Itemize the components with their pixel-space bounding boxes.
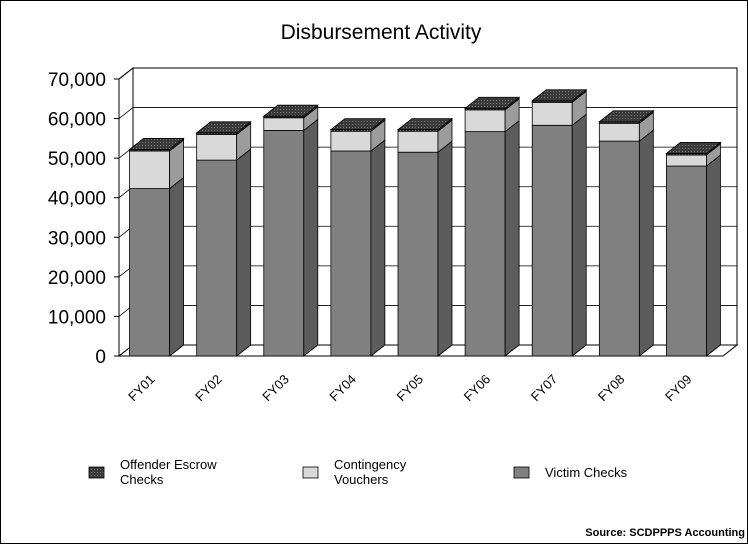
y-tick-label: 20,000	[48, 268, 106, 289]
x-tick-label: FY05	[394, 372, 427, 405]
x-tick-label: FY08	[595, 372, 628, 405]
x-axis: FY01 FY02 FY03 FY04 FY05 FY06 FY07 FY08 FY09	[125, 372, 694, 405]
bar-top	[665, 141, 722, 154]
x-tick-label: FY04	[326, 372, 359, 405]
bar-segment-contingency-vouchers	[129, 150, 170, 190]
source-note: Source: SCDPPPS Accounting	[585, 527, 745, 539]
bar-top	[262, 104, 319, 117]
bar-fy08	[598, 109, 655, 357]
x-tick-label: FY03	[259, 372, 292, 405]
bar-segment-contingency-vouchers	[464, 109, 506, 133]
bar-segment-contingency-vouchers	[263, 117, 305, 131]
bar-top	[396, 118, 454, 131]
bar-side-victim-checks	[437, 140, 453, 357]
chart-bars	[128, 88, 722, 357]
legend-swatch	[88, 466, 105, 479]
bar-side-victim-checks	[504, 119, 520, 357]
x-tick-label: FY02	[192, 372, 225, 405]
x-tick-label: FY07	[528, 372, 561, 405]
bar-top	[531, 89, 588, 102]
bar-segment-victim-checks	[598, 140, 640, 357]
bar-fy05	[396, 117, 454, 357]
bar-segment-contingency-vouchers	[397, 130, 439, 153]
bar-fy06	[463, 96, 521, 357]
bar-segment-victim-checks	[397, 151, 439, 357]
bar-segment-contingency-vouchers	[330, 130, 372, 152]
chart-legend: Offender Escrow Checks Contingency Vouchers…	[88, 457, 628, 487]
gridline-side	[118, 67, 134, 80]
bar-segment-contingency-vouchers	[196, 133, 238, 161]
y-axis: 0 10,000 20,000 30,000 40,000 50,000 60,000 70,…	[48, 70, 120, 368]
bar-side-victim-checks	[303, 118, 319, 357]
chart-title: Disbursement Activity	[281, 21, 482, 44]
bar-side-victim-checks	[706, 154, 721, 357]
bar-segment-victim-checks	[129, 188, 170, 357]
bar-top	[329, 118, 387, 131]
legend-swatch	[513, 466, 530, 479]
y-tick-label: 40,000	[48, 189, 106, 210]
bar-side-victim-checks	[571, 113, 587, 357]
bar-top	[598, 110, 655, 123]
legend-label: Victim Checks	[545, 465, 628, 480]
bar-side-victim-checks	[169, 176, 184, 357]
bar-top	[463, 96, 521, 109]
bar-segment-victim-checks	[666, 165, 707, 357]
y-tick-label: 0	[95, 347, 106, 368]
bar-fy04	[329, 117, 387, 357]
y-tick-label: 50,000	[48, 149, 106, 170]
legend-label: Contingency Vouchers	[334, 457, 407, 487]
bar-fy03	[262, 104, 319, 357]
bar-segment-contingency-vouchers	[666, 154, 707, 167]
legend-label: Offender Escrow Checks	[120, 457, 217, 487]
legend-swatch	[302, 466, 319, 479]
bar-side-victim-checks	[236, 148, 252, 357]
bar-top	[195, 121, 252, 134]
y-tick-label: 70,000	[48, 70, 106, 91]
bar-fy09	[665, 141, 722, 357]
x-tick-label: FY06	[461, 372, 494, 405]
x-tick-label: FY01	[125, 372, 158, 405]
bar-side-victim-checks	[370, 139, 386, 357]
bar-top	[128, 138, 185, 150]
legend-item-offender-escrow-checks: Offender Escrow Checks	[88, 457, 217, 487]
bar-fy01	[128, 137, 185, 357]
bar-fy02	[195, 120, 252, 357]
y-tick-label: 30,000	[48, 228, 106, 249]
bar-segment-victim-checks	[464, 131, 506, 357]
legend-item-victim-checks: Victim Checks	[513, 465, 628, 480]
bar-segment-contingency-vouchers	[598, 122, 640, 142]
x-tick-label: FY09	[662, 372, 695, 405]
bar-segment-victim-checks	[330, 150, 372, 357]
bar-side-victim-checks	[638, 129, 654, 357]
bar-segment-victim-checks	[263, 130, 305, 357]
bar-segment-victim-checks	[196, 159, 238, 357]
y-tick-label: 60,000	[48, 110, 106, 131]
bar-segment-victim-checks	[531, 124, 573, 357]
legend-item-contingency-vouchers: Contingency Vouchers	[302, 457, 407, 487]
bar-fy07	[531, 88, 588, 357]
bar-segment-contingency-vouchers	[531, 101, 573, 126]
y-tick-label: 10,000	[48, 307, 106, 328]
gridline-side	[118, 107, 134, 119]
